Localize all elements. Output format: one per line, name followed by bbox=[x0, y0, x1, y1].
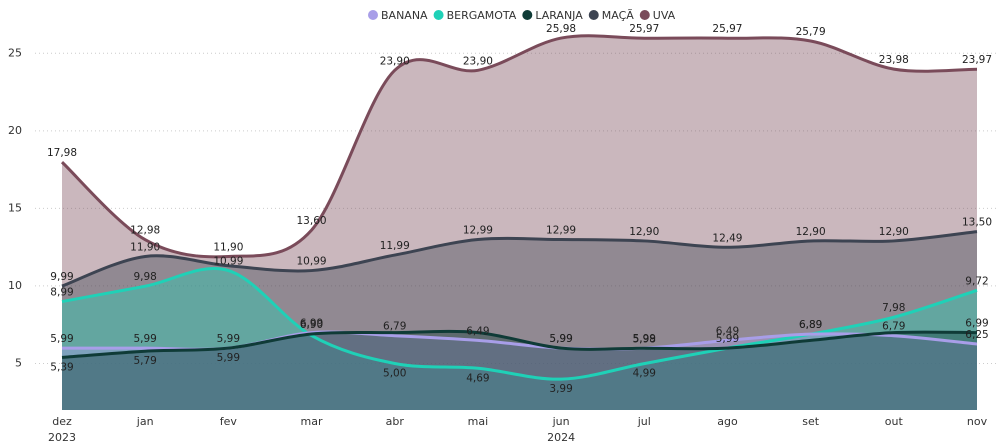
data-label: 6,49 bbox=[466, 325, 489, 337]
x-tick-label: abr bbox=[386, 415, 405, 428]
data-label: 12,98 bbox=[130, 225, 160, 237]
data-label: 6,79 bbox=[882, 321, 905, 333]
x-tick-label: jan bbox=[136, 415, 154, 428]
area bbox=[62, 231, 977, 410]
y-tick-label: 20 bbox=[8, 124, 22, 137]
legend-marker bbox=[368, 10, 378, 20]
y-tick-label: 5 bbox=[15, 356, 22, 369]
year-label: 2024 bbox=[547, 431, 575, 444]
area bbox=[62, 268, 977, 410]
data-label: 12,49 bbox=[712, 232, 742, 244]
data-label: 11,90 bbox=[130, 241, 160, 253]
data-label: 23,98 bbox=[879, 54, 909, 66]
data-label: 6,25 bbox=[965, 329, 988, 341]
data-label: 12,99 bbox=[463, 225, 493, 237]
data-label: 9,98 bbox=[133, 271, 156, 283]
data-label: 25,79 bbox=[796, 26, 826, 38]
data-label: 5,99 bbox=[549, 333, 572, 345]
legend-marker bbox=[588, 10, 599, 20]
y-tick-label: 15 bbox=[8, 201, 22, 214]
data-label: 23,97 bbox=[962, 54, 992, 66]
data-label: 5,99 bbox=[133, 333, 156, 345]
data-label: 6,49 bbox=[716, 325, 739, 337]
data-label: 6,99 bbox=[300, 318, 323, 330]
legend-label: LARANJA bbox=[535, 9, 583, 22]
line bbox=[61, 329, 978, 359]
data-label: 10,99 bbox=[297, 256, 327, 268]
data-label: 6,99 bbox=[965, 318, 988, 330]
data-label: 6,89 bbox=[799, 319, 822, 331]
data-label: 25,97 bbox=[629, 23, 659, 35]
data-label: 12,90 bbox=[796, 226, 826, 238]
data-label: 5,99 bbox=[50, 333, 73, 345]
data-label: 17,98 bbox=[47, 147, 77, 159]
legend-label: BANANA bbox=[381, 9, 428, 22]
data-label: 5,79 bbox=[133, 355, 156, 367]
data-label: 5,00 bbox=[383, 367, 406, 379]
data-label: 11,99 bbox=[380, 240, 410, 252]
x-tick-label: fev bbox=[220, 415, 238, 428]
data-label: 11,90 bbox=[213, 241, 243, 253]
x-tick-label: set bbox=[802, 415, 819, 428]
data-label: 3,99 bbox=[549, 383, 572, 395]
data-label: 6,89 bbox=[799, 319, 822, 331]
y-tick-label: 10 bbox=[8, 279, 22, 292]
data-label: 5,98 bbox=[633, 333, 656, 345]
data-label: 5,99 bbox=[633, 333, 656, 345]
legend-label: MAÇÃ bbox=[602, 9, 635, 22]
x-tick-label: mai bbox=[468, 415, 489, 428]
data-label: 23,90 bbox=[463, 55, 493, 67]
area bbox=[62, 35, 977, 410]
area bbox=[62, 331, 977, 410]
data-label: 5,99 bbox=[716, 333, 739, 345]
data-label: 5,99 bbox=[549, 333, 572, 345]
data-label: 13,50 bbox=[962, 217, 992, 229]
legend: BANANA BERGAMOTA LARANJA MAÇÃ UVA bbox=[368, 9, 676, 22]
data-label: 10,99 bbox=[213, 256, 243, 268]
data-label: 25,98 bbox=[546, 23, 576, 35]
legend-marker bbox=[522, 10, 533, 20]
data-label: 5,39 bbox=[50, 361, 73, 373]
data-label: 23,90 bbox=[380, 55, 410, 67]
x-tick-label: jun bbox=[552, 415, 570, 428]
legend-marker bbox=[433, 10, 444, 20]
x-tick-label: out bbox=[885, 415, 904, 428]
legend-label: BERGAMOTA bbox=[447, 9, 517, 22]
area bbox=[62, 332, 977, 410]
year-label: 2023 bbox=[48, 431, 76, 444]
data-label: 12,90 bbox=[629, 226, 659, 238]
line bbox=[60, 34, 978, 259]
x-tick-label: dez bbox=[52, 415, 72, 428]
legend-marker bbox=[639, 10, 650, 20]
x-tick-label: jul bbox=[637, 415, 651, 428]
line bbox=[61, 230, 978, 288]
data-label: 9,99 bbox=[50, 271, 73, 283]
data-label: 6,90 bbox=[300, 319, 323, 331]
data-label: 25,97 bbox=[712, 23, 742, 35]
data-label: 6,79 bbox=[383, 321, 406, 333]
legend-label: UVA bbox=[653, 9, 676, 22]
x-tick-label: ago bbox=[717, 415, 738, 428]
data-label: 7,98 bbox=[882, 302, 905, 314]
data-label: 5,99 bbox=[217, 352, 240, 364]
data-label: 4,69 bbox=[466, 372, 489, 384]
data-label: 4,99 bbox=[633, 368, 656, 380]
x-tick-label: mar bbox=[301, 415, 323, 428]
data-label: 9,72 bbox=[965, 275, 988, 287]
x-tick-label: nov bbox=[967, 415, 988, 428]
data-label: 12,99 bbox=[546, 225, 576, 237]
data-label: 5,99 bbox=[217, 333, 240, 345]
data-label: 12,90 bbox=[879, 226, 909, 238]
data-label: 13,60 bbox=[297, 215, 327, 227]
y-tick-label: 25 bbox=[8, 46, 22, 59]
data-label: 8,99 bbox=[50, 287, 73, 299]
